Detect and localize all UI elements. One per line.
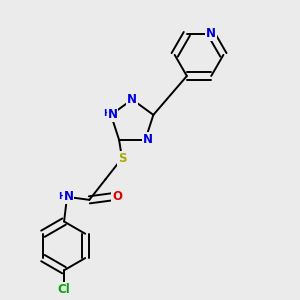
Text: H: H [103, 110, 111, 118]
Text: O: O [112, 190, 122, 203]
Text: S: S [118, 152, 126, 165]
Text: N: N [127, 93, 137, 106]
Text: N: N [206, 27, 216, 40]
Text: N: N [64, 190, 74, 203]
Text: N: N [107, 108, 118, 122]
Text: N: N [142, 133, 153, 146]
Text: Cl: Cl [58, 283, 70, 296]
Text: H: H [58, 192, 65, 201]
